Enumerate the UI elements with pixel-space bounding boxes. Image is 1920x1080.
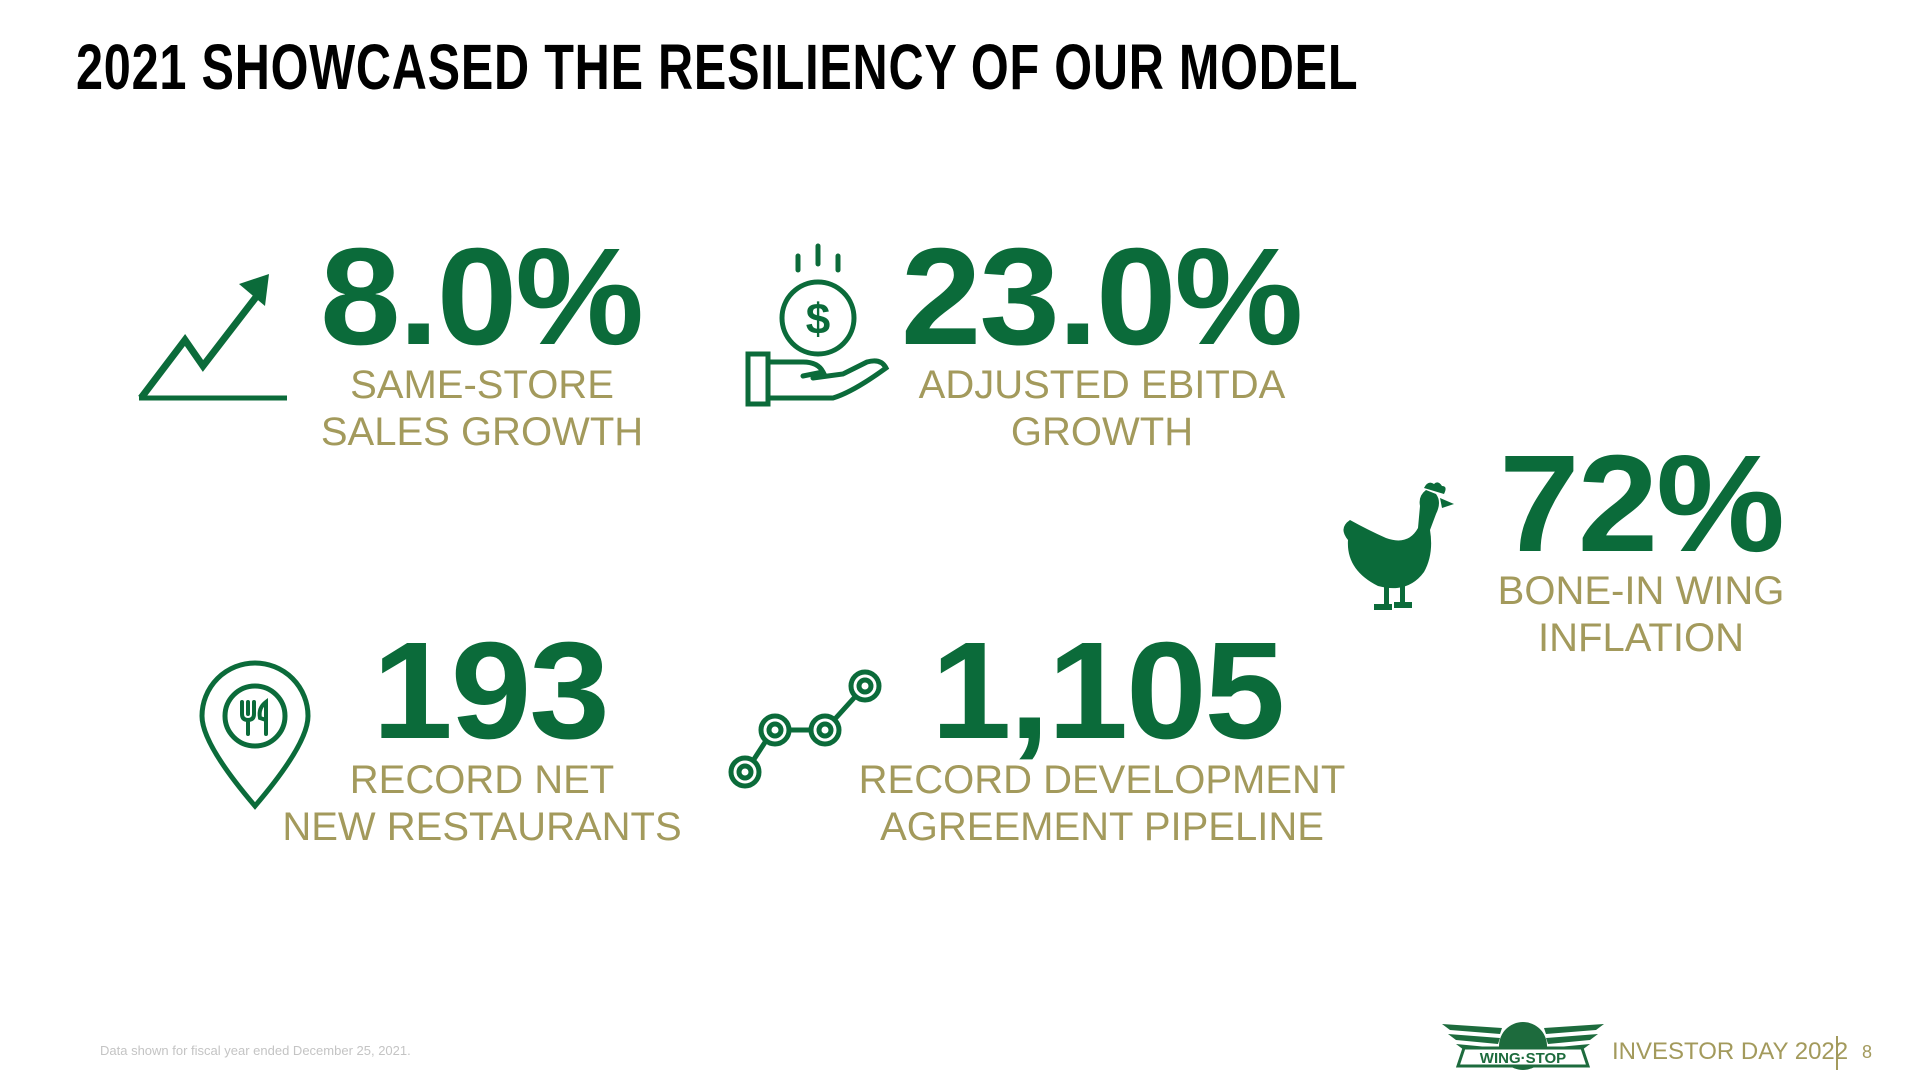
svg-text:$: $ [806,295,830,344]
stat-value-development-pipeline: 1,105 [930,614,1285,768]
footnote: Data shown for fiscal year ended Decembe… [100,1043,411,1058]
chicken-icon [1343,482,1454,610]
label-line: ADJUSTED EBITDA [918,363,1286,407]
page-title: 2021 SHOWCASED THE RESILIENCY OF OUR MOD… [76,31,1359,103]
page-number: 8 [1862,1042,1873,1062]
stat-value-net-new-restaurants: 193 [372,614,610,768]
label-line: BONE-IN WING [1497,569,1785,613]
label-line: INFLATION [1538,616,1744,660]
stat-label-same-store-sales: SAME-STORE SALES GROWTH [321,362,643,456]
label-line: SAME-STORE [350,363,614,407]
stat-label-net-new-restaurants: RECORD NET NEW RESTAURANTS [282,757,681,851]
stat-value-wing-inflation: 72% [1499,427,1785,581]
label-line: GROWTH [1010,410,1194,454]
wingstop-logo: WING·STOP [1442,1022,1604,1070]
pipeline-nodes-icon [728,669,882,789]
stat-value-ebitda-growth: 23.0% [900,220,1303,374]
trending-up-arrow-icon [138,274,287,401]
label-line: RECORD NET [349,758,615,802]
restaurant-location-pin-icon [199,660,311,810]
stat-value-same-store-sales: 8.0% [320,220,644,374]
footer-divider [1836,1036,1838,1070]
hand-coin-dollar-icon: $ [745,243,890,407]
stat-label-ebitda-growth: ADJUSTED EBITDA GROWTH [919,362,1286,456]
stat-label-wing-inflation: BONE-IN WING INFLATION [1498,568,1785,662]
label-line: RECORD DEVELOPMENT [858,758,1346,802]
label-line: AGREEMENT PIPELINE [880,805,1324,849]
stat-label-development-pipeline: RECORD DEVELOPMENT AGREEMENT PIPELINE [859,757,1346,851]
label-line: SALES GROWTH [320,410,644,454]
event-label: INVESTOR DAY 2022 [1612,1038,1849,1065]
svg-text:WING·STOP: WING·STOP [1480,1050,1566,1067]
label-line: NEW RESTAURANTS [282,805,682,849]
